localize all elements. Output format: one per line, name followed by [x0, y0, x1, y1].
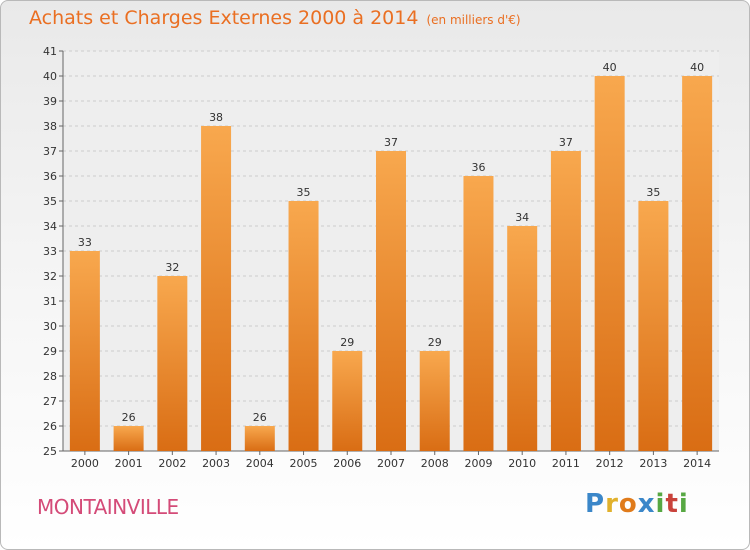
bar	[463, 176, 494, 451]
bar-value-label: 35	[297, 186, 311, 199]
x-tick-label: 2009	[464, 457, 492, 470]
y-tick-label: 29	[43, 345, 57, 358]
bar-value-label: 34	[515, 211, 529, 224]
bar	[113, 426, 144, 451]
bar-value-label: 29	[340, 336, 354, 349]
logo-letter: P	[585, 489, 606, 519]
chart-title: Achats et Charges Externes 2000 à 2014 (e…	[29, 7, 521, 29]
y-tick-label: 40	[43, 70, 57, 83]
logo-letter: o	[618, 489, 638, 519]
y-tick-label: 38	[43, 120, 57, 133]
y-tick-label: 25	[43, 445, 57, 458]
y-tick-label: 33	[43, 245, 57, 258]
x-tick-label: 2003	[202, 457, 230, 470]
bar	[157, 276, 188, 451]
y-tick-label: 41	[43, 45, 57, 58]
y-tick-label: 27	[43, 395, 57, 408]
bar-value-label: 38	[209, 111, 223, 124]
x-tick-label: 2014	[683, 457, 711, 470]
bar	[332, 351, 363, 451]
logo-letter: i	[655, 489, 666, 519]
x-tick-label: 2008	[421, 457, 449, 470]
bar	[638, 201, 669, 451]
x-tick-label: 2007	[377, 457, 405, 470]
bar-value-label: 40	[603, 61, 617, 74]
bar-value-label: 32	[165, 261, 179, 274]
bar-value-label: 26	[122, 411, 136, 424]
place-name: MONTAINVILLE	[37, 495, 179, 519]
x-tick-label: 2000	[71, 457, 99, 470]
x-tick-label: 2012	[596, 457, 624, 470]
bar-value-label: 36	[471, 161, 485, 174]
bar	[419, 351, 450, 451]
x-tick-label: 2002	[158, 457, 186, 470]
y-tick-label: 34	[43, 220, 57, 233]
bar-value-label: 26	[253, 411, 267, 424]
y-tick-label: 37	[43, 145, 57, 158]
y-tick-label: 35	[43, 195, 57, 208]
bar	[507, 226, 538, 451]
x-tick-label: 2006	[333, 457, 361, 470]
bar	[201, 126, 232, 451]
chart-unit: (en milliers d'€)	[426, 13, 521, 27]
bar	[682, 76, 713, 451]
logo-letter: r	[605, 489, 619, 519]
proxiti-logo: Proxiti	[585, 489, 689, 519]
y-tick-label: 26	[43, 420, 57, 433]
logo-letter: x	[637, 489, 656, 519]
bar	[288, 201, 319, 451]
y-tick-label: 32	[43, 270, 57, 283]
bar-value-label: 37	[559, 136, 573, 149]
logo-letter: t	[665, 489, 679, 519]
x-tick-label: 2004	[246, 457, 274, 470]
bar-value-label: 29	[428, 336, 442, 349]
bar-value-label: 33	[78, 236, 92, 249]
bar	[376, 151, 406, 451]
y-tick-label: 30	[43, 320, 57, 333]
x-tick-label: 2011	[552, 457, 580, 470]
bar-value-label: 37	[384, 136, 398, 149]
x-tick-label: 2010	[508, 457, 536, 470]
bar	[550, 151, 581, 451]
logo-letter: i	[678, 489, 689, 519]
y-tick-label: 31	[43, 295, 57, 308]
bar	[594, 76, 625, 451]
bar-value-label: 40	[690, 61, 704, 74]
y-tick-label: 28	[43, 370, 57, 383]
bar	[69, 251, 100, 451]
bar	[244, 426, 275, 451]
x-tick-label: 2001	[115, 457, 143, 470]
x-tick-label: 2005	[290, 457, 318, 470]
x-tick-label: 2013	[639, 457, 667, 470]
y-tick-label: 36	[43, 170, 57, 183]
y-tick-label: 39	[43, 95, 57, 108]
bar-value-label: 35	[646, 186, 660, 199]
chart-title-text: Achats et Charges Externes 2000 à 2014	[29, 7, 419, 29]
